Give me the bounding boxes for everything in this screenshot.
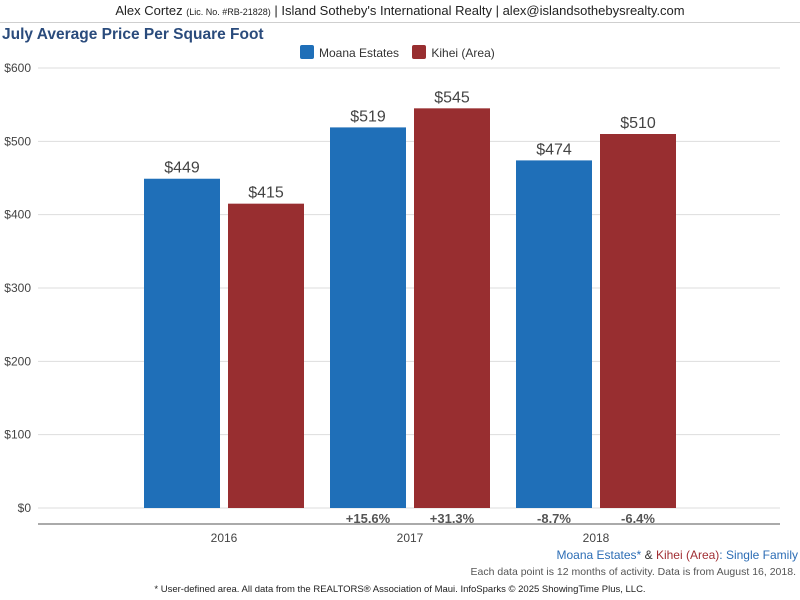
- x-tick-label: 2016: [211, 531, 238, 545]
- bar-1: [144, 178, 220, 508]
- legend-label-series-1: Moana Estates: [319, 46, 400, 60]
- x-tick-label: 2017: [397, 531, 424, 545]
- data-label: $474: [536, 141, 572, 158]
- bar-1: [516, 160, 592, 508]
- y-tick-label: $0: [18, 501, 32, 515]
- change-label: -6.4%: [621, 511, 655, 526]
- data-label: $415: [248, 185, 284, 202]
- bar-2: [228, 203, 304, 508]
- change-label: +15.6%: [346, 511, 391, 526]
- legend-label-series-2: Kihei (Area): [431, 46, 495, 60]
- y-tick-label: $300: [4, 281, 31, 295]
- data-label: $545: [434, 89, 470, 106]
- agent-name: Alex Cortez: [115, 3, 183, 18]
- legend-item-series-2[interactable]: Kihei (Area): [412, 45, 495, 60]
- agent-company: | Island Sotheby's International Realty …: [274, 3, 685, 18]
- y-tick-label: $100: [4, 428, 31, 442]
- bar-2: [414, 108, 490, 508]
- agent-license: (Lic. No. #RB-21828): [186, 7, 271, 17]
- disclaimer: * User-defined area. All data from the R…: [154, 584, 646, 595]
- y-tick-label: $500: [4, 134, 31, 148]
- data-note: Each data point is 12 months of activity…: [470, 566, 797, 578]
- y-tick-label: $600: [4, 61, 31, 75]
- chart-title: July Average Price Per Square Foot: [2, 26, 264, 43]
- x-tick-label: 2018: [583, 531, 610, 545]
- subtitle-series-2: Kihei (Area): [655, 548, 720, 562]
- y-tick-label: $200: [4, 354, 31, 368]
- chart-legend[interactable]: Moana Estates Kihei (Area): [300, 45, 505, 60]
- y-tick-label: $400: [4, 208, 31, 222]
- data-label: $519: [350, 108, 386, 125]
- bar-2: [600, 134, 676, 508]
- change-label: +31.3%: [430, 511, 475, 526]
- legend-swatch-series-1: [300, 45, 314, 59]
- legend-item-series-1[interactable]: Moana Estates: [300, 45, 399, 60]
- data-label: $510: [620, 115, 656, 132]
- agent-header: Alex Cortez (Lic. No. #RB-21828) | Islan…: [0, 0, 800, 23]
- subtitle-ampersand: &: [644, 548, 653, 562]
- bar-1: [330, 127, 406, 509]
- chart-subtitle: Moana Estates* & Kihei (Area): Single Fa…: [557, 548, 798, 562]
- change-label: -8.7%: [537, 511, 571, 526]
- subtitle-property-type: : Single Family: [719, 548, 798, 562]
- data-label: $449: [164, 160, 200, 177]
- legend-swatch-series-2: [412, 45, 427, 59]
- subtitle-series-1: Moana Estates*: [556, 548, 642, 562]
